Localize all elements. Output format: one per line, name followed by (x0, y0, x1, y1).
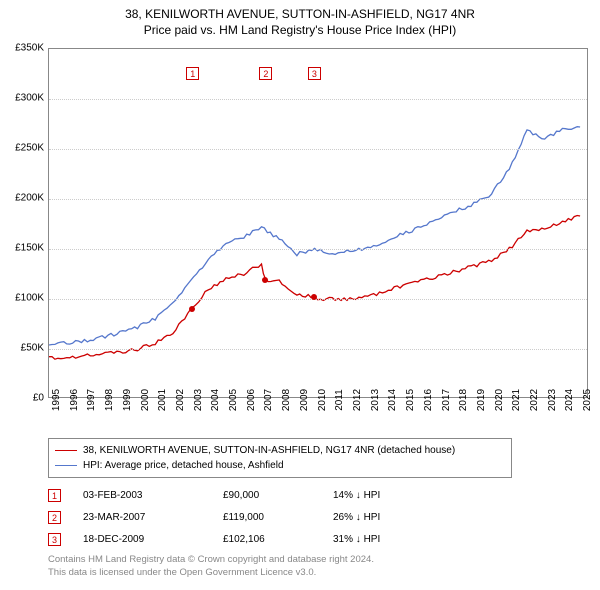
title-line-1: 38, KENILWORTH AVENUE, SUTTON-IN-ASHFIEL… (0, 6, 600, 22)
sale-point-row: 3 18-DEC-2009£102,10631% ↓ HPI (48, 528, 433, 550)
sale-point-price: £102,106 (223, 534, 333, 545)
sale-points-table: 1 03-FEB-2003£90,00014% ↓ HPI 2 23-MAR-2007… (48, 484, 433, 550)
x-axis-tick-label: 2006 (246, 389, 257, 411)
sale-point-row: 2 23-MAR-2007£119,00026% ↓ HPI (48, 506, 433, 528)
x-axis-tick-label: 2015 (405, 389, 416, 411)
y-axis-tick-label: £300K (15, 93, 44, 104)
sale-point-marker: 3 (48, 533, 61, 546)
x-axis-tick-label: 2022 (529, 389, 540, 411)
sale-marker-box: 3 (308, 67, 321, 80)
x-axis-tick-label: 2018 (458, 389, 469, 411)
sale-point-marker: 1 (48, 489, 61, 502)
x-axis-tick-label: 2020 (494, 389, 505, 411)
chart-plot-area: 1 2 3 (48, 48, 588, 398)
x-axis-tick-label: 1995 (51, 389, 62, 411)
x-axis-tick-label: 2021 (511, 389, 522, 411)
sale-marker-box: 1 (186, 67, 199, 80)
x-axis-tick-label: 1998 (104, 389, 115, 411)
chart-lines-svg (49, 49, 589, 399)
legend-swatch (55, 465, 77, 466)
x-axis-tick-label: 2005 (228, 389, 239, 411)
gridline (49, 199, 587, 200)
gridline (49, 249, 587, 250)
footer-attribution: Contains HM Land Registry data © Crown c… (48, 554, 374, 580)
y-axis-tick-label: £350K (15, 43, 44, 54)
x-axis-tick-label: 2014 (387, 389, 398, 411)
chart-title: 38, KENILWORTH AVENUE, SUTTON-IN-ASHFIEL… (0, 0, 600, 38)
footer-line-1: Contains HM Land Registry data © Crown c… (48, 554, 374, 567)
y-axis-tick-label: £50K (21, 343, 44, 354)
y-axis-tick-label: £100K (15, 293, 44, 304)
legend-label: 38, KENILWORTH AVENUE, SUTTON-IN-ASHFIEL… (83, 443, 455, 458)
legend-item: 38, KENILWORTH AVENUE, SUTTON-IN-ASHFIEL… (55, 443, 505, 458)
x-axis-tick-label: 2008 (281, 389, 292, 411)
series-hpi (49, 127, 580, 345)
sale-point-date: 18-DEC-2009 (83, 534, 223, 545)
x-axis-tick-label: 2000 (140, 389, 151, 411)
x-axis-tick-label: 2009 (299, 389, 310, 411)
gridline (49, 349, 587, 350)
legend-swatch (55, 450, 77, 451)
x-axis-tick-label: 2011 (334, 389, 345, 411)
x-axis-tick-label: 2017 (441, 389, 452, 411)
gridline (49, 299, 587, 300)
sale-point-delta: 31% ↓ HPI (333, 534, 433, 545)
y-axis-tick-label: £200K (15, 193, 44, 204)
x-axis-tick-label: 2016 (423, 389, 434, 411)
y-axis-tick-label: £0 (33, 393, 44, 404)
x-axis-tick-label: 2007 (263, 389, 274, 411)
x-axis-tick-label: 1996 (69, 389, 80, 411)
x-axis-tick-label: 2013 (370, 389, 381, 411)
y-axis-tick-label: £150K (15, 243, 44, 254)
sale-point-marker: 2 (48, 511, 61, 524)
legend-label: HPI: Average price, detached house, Ashf… (83, 458, 284, 473)
sale-marker-box: 2 (259, 67, 272, 80)
sale-point-price: £119,000 (223, 512, 333, 523)
chart-legend: 38, KENILWORTH AVENUE, SUTTON-IN-ASHFIEL… (48, 438, 512, 478)
x-axis-tick-label: 2001 (157, 389, 168, 411)
sale-point-delta: 26% ↓ HPI (333, 512, 433, 523)
footer-line-2: This data is licensed under the Open Gov… (48, 567, 374, 580)
y-axis-tick-label: £250K (15, 143, 44, 154)
gridline (49, 149, 587, 150)
sale-point-row: 1 03-FEB-2003£90,00014% ↓ HPI (48, 484, 433, 506)
series-property (49, 216, 580, 360)
x-axis-tick-label: 2025 (582, 389, 593, 411)
x-axis-tick-label: 2002 (175, 389, 186, 411)
x-axis-tick-label: 2010 (317, 389, 328, 411)
sale-marker-dot (262, 277, 268, 283)
x-axis-tick-label: 2019 (476, 389, 487, 411)
sale-point-delta: 14% ↓ HPI (333, 490, 433, 501)
legend-item: HPI: Average price, detached house, Ashf… (55, 458, 505, 473)
sale-point-price: £90,000 (223, 490, 333, 501)
x-axis-tick-label: 1999 (122, 389, 133, 411)
x-axis-tick-label: 2012 (352, 389, 363, 411)
title-line-2: Price paid vs. HM Land Registry's House … (0, 22, 600, 38)
sale-marker-dot (189, 306, 195, 312)
sale-point-date: 03-FEB-2003 (83, 490, 223, 501)
gridline (49, 99, 587, 100)
x-axis-tick-label: 1997 (86, 389, 97, 411)
x-axis-tick-label: 2003 (193, 389, 204, 411)
sale-marker-dot (311, 294, 317, 300)
x-axis-tick-label: 2023 (547, 389, 558, 411)
x-axis-tick-label: 2024 (564, 389, 575, 411)
x-axis-tick-label: 2004 (210, 389, 221, 411)
sale-point-date: 23-MAR-2007 (83, 512, 223, 523)
